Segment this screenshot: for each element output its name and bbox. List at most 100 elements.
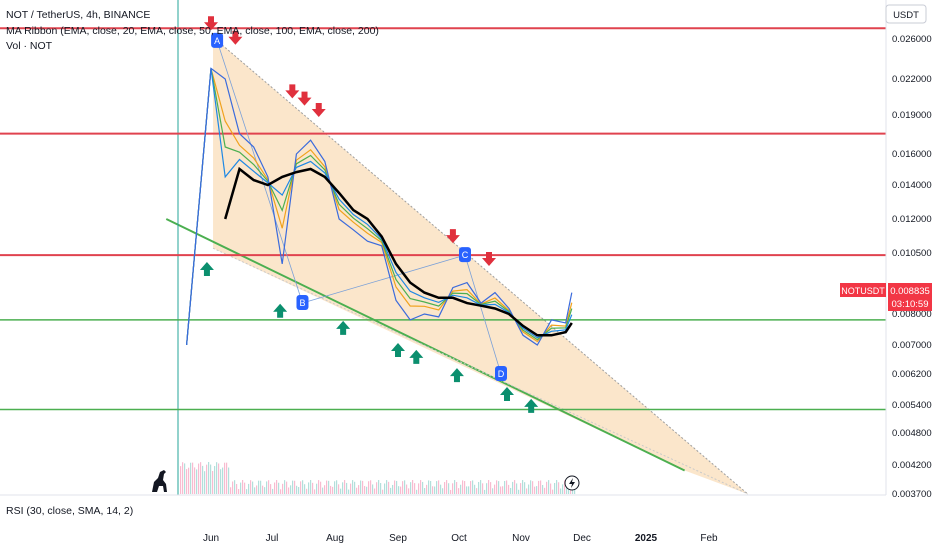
volume-bar (202, 465, 204, 494)
currency-label: USDT (893, 10, 919, 21)
volume-bar (546, 481, 548, 494)
price-tick-label: 0.012000 (892, 214, 932, 225)
volume-bar (392, 484, 394, 494)
volume-bar (376, 482, 378, 494)
volume-bar (188, 467, 190, 494)
lightning-icon[interactable] (564, 475, 580, 491)
price-tick-label: 0.016000 (892, 149, 932, 160)
volume-bar (422, 481, 424, 494)
ma-ribbon-legend[interactable]: MA Ribbon (EMA, close, 20, EMA, close, 5… (6, 25, 379, 37)
time-tick-label: Jul (266, 533, 279, 544)
volume-bar (294, 480, 296, 494)
signal-arrows (199, 16, 539, 413)
volume-bar (262, 485, 264, 494)
volume-bar (504, 480, 506, 494)
volume-bar (540, 480, 542, 494)
volume-bar (440, 484, 442, 494)
time-axis[interactable]: Jun Jul Aug Sep Oct Nov Dec 2025 Feb (203, 533, 718, 544)
pattern-point-labels: A B C D (211, 32, 507, 381)
volume-bar (528, 484, 530, 494)
time-tick-label: Feb (700, 533, 718, 544)
volume-bar (502, 486, 504, 494)
volume-bar (532, 481, 534, 494)
volume-bar (306, 488, 308, 494)
volume-bar (416, 489, 418, 494)
volume-bar (208, 462, 210, 494)
volume-bar (368, 481, 370, 494)
price-series-line (186, 67, 573, 346)
volume-bar (390, 487, 392, 494)
bar-countdown: 03:10:59 (892, 299, 929, 310)
volume-bar (284, 480, 286, 494)
volume-bar (484, 489, 486, 494)
volume-bar (240, 482, 242, 494)
volume-bar (290, 485, 292, 494)
volume-bar (560, 488, 562, 494)
volume-bar (430, 480, 432, 494)
volume-bar (516, 483, 518, 494)
volume-bar (474, 484, 476, 494)
volume-bar (358, 485, 360, 494)
horizontal-levels (0, 27, 886, 411)
volume-bar (218, 463, 220, 494)
volume-bar (438, 480, 440, 494)
volume-bar (406, 484, 408, 494)
volume-bar (456, 482, 458, 494)
volume-bar (352, 480, 354, 494)
volume-bar (228, 467, 230, 494)
price-axis[interactable]: 0.026000 0.022000 0.019000 0.016000 0.014000… (892, 34, 932, 500)
pattern-point-c-badge (459, 247, 471, 263)
time-tick-label: Oct (451, 533, 467, 544)
volume-bar (446, 480, 448, 494)
volume-bar (524, 482, 526, 494)
volume-bar (210, 464, 212, 494)
symbol-title[interactable]: NOT / TetherUS, 4h, BINANCE (6, 9, 151, 21)
volume-bar (302, 480, 304, 494)
volume-bar (462, 480, 464, 494)
rsi-legend[interactable]: RSI (30, close, SMA, 14, 2) (6, 505, 134, 517)
volume-bar (498, 481, 500, 494)
volume-bar (292, 480, 294, 494)
volume-bar (362, 480, 364, 494)
time-tick-label: Sep (389, 533, 407, 544)
volume-bar (288, 487, 290, 494)
volume-bar (428, 480, 430, 494)
volume-bar (200, 462, 202, 494)
time-tick-label: 2025 (635, 533, 658, 544)
volume-bar (380, 483, 382, 494)
volume-bar (564, 480, 566, 494)
volume-bar (274, 482, 276, 494)
sell-arrow-icon (285, 84, 300, 99)
price-tick-label: 0.004200 (892, 460, 932, 471)
volume-bar (436, 481, 438, 494)
last-price-symbol: NOTUSDT (841, 286, 885, 296)
volume-bar (332, 486, 334, 494)
volume-bar (256, 485, 258, 494)
currency-button[interactable] (885, 4, 927, 24)
dino-icon (152, 470, 167, 492)
price-tick-label: 0.008000 (892, 309, 932, 320)
volume-bar (500, 486, 502, 494)
volume-bar (336, 480, 338, 494)
volume-bar (344, 480, 346, 494)
wedge-lower-line (165, 218, 686, 472)
volume-bar (282, 483, 284, 494)
volume-bar (328, 480, 330, 494)
volume-bar (388, 481, 390, 494)
volume-legend[interactable]: Vol · NOT (6, 40, 53, 52)
volume-bar (370, 480, 372, 494)
volume-bar (544, 487, 546, 494)
volume-bar (320, 481, 322, 494)
volume-bar (530, 480, 532, 494)
volume-bar (254, 487, 256, 494)
volume-bar (400, 486, 402, 494)
volume-bar (244, 482, 246, 494)
price-tick-label: 0.014000 (892, 180, 932, 191)
volume-bar (410, 482, 412, 494)
volume-bar (482, 483, 484, 494)
volume-bar (472, 480, 474, 494)
volume-bar (348, 489, 350, 494)
volume-bar (186, 469, 188, 494)
volume-bar (550, 483, 552, 494)
